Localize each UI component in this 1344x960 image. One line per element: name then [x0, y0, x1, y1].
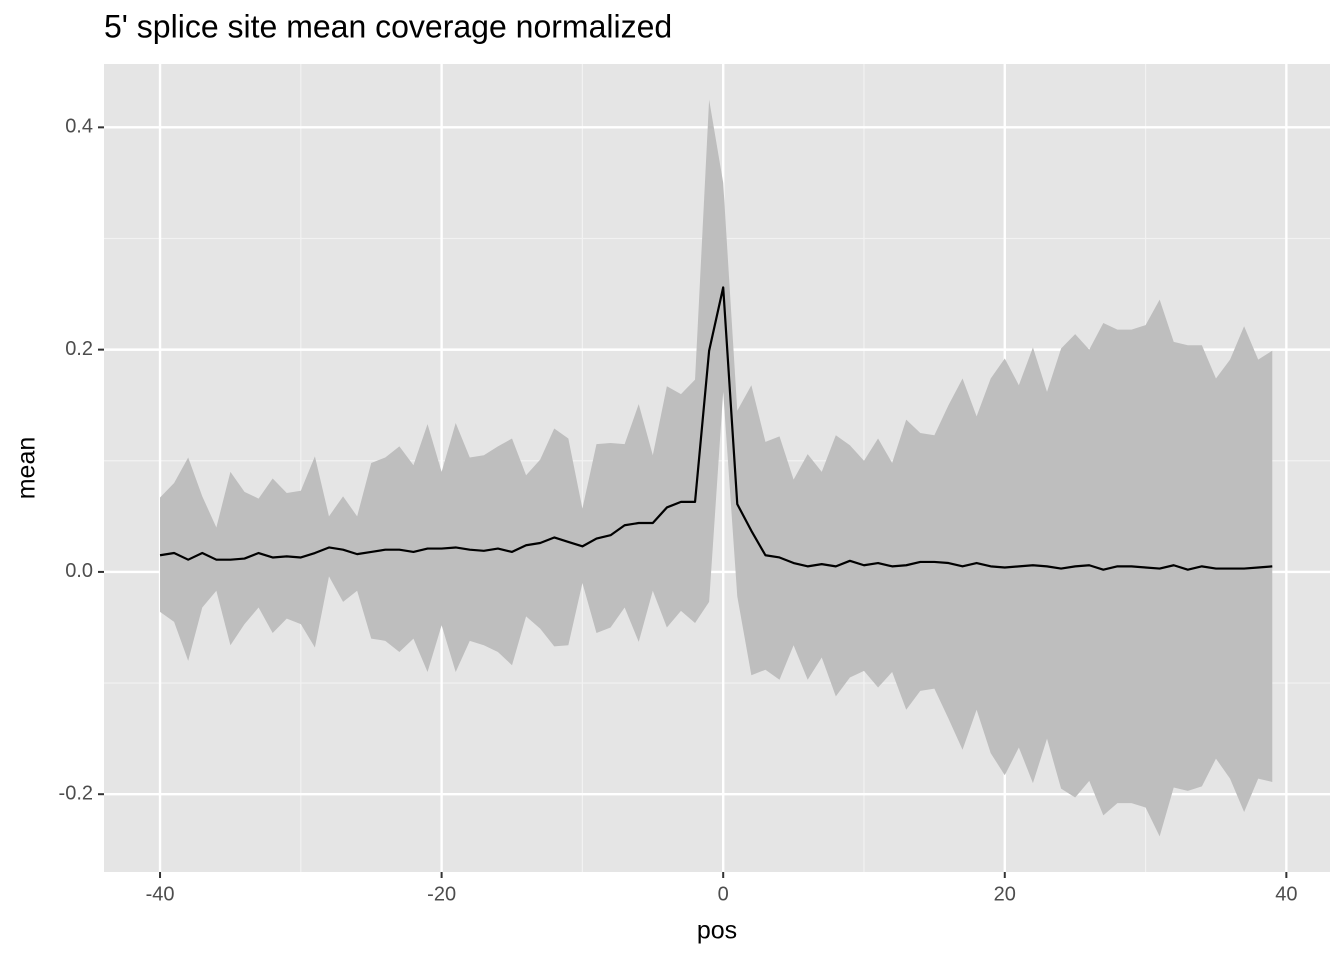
x-tick-label: -20: [427, 883, 456, 905]
y-tick-label: -0.2: [59, 782, 93, 804]
line: [159, 286, 1273, 571]
y-axis-title: mean: [13, 437, 41, 500]
y-tick-label: 0.4: [65, 116, 93, 138]
y-tick-label: 0.0: [65, 560, 93, 582]
x-axis-title: pos: [697, 917, 737, 945]
x-tick-label: 0: [718, 883, 729, 905]
y-tick-label: 0.2: [65, 338, 93, 360]
x-tick-label: -40: [146, 883, 175, 905]
chart-title: 5' splice site mean coverage normalized: [104, 8, 672, 44]
x-tick-label: 40: [1275, 883, 1297, 905]
ribbon: [160, 99, 1273, 837]
x-tick-label: 20: [994, 883, 1016, 905]
